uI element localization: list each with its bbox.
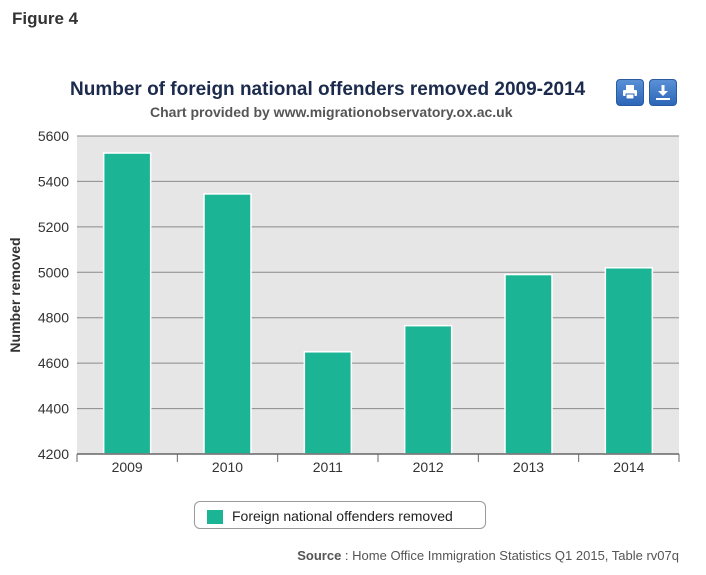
bar-2009[interactable] [102, 152, 152, 455]
y-axis-label: Number removed [7, 237, 23, 352]
y-tick-label: 4400 [38, 401, 69, 417]
download-icon [656, 85, 670, 100]
x-tick-label: 2011 [313, 459, 343, 475]
chart-title: Number of foreign national offenders rem… [70, 79, 586, 100]
source-text: Home Office Immigration Statistics Q1 20… [352, 548, 679, 563]
bar-2011[interactable] [303, 351, 353, 455]
legend-label: Foreign national offenders removed [232, 508, 453, 524]
y-tick-label: 5000 [38, 264, 69, 280]
bar-2012[interactable] [403, 324, 453, 455]
legend-swatch [207, 510, 223, 524]
y-tick-label: 5400 [38, 173, 69, 189]
source-line: Source : Home Office Immigration Statist… [297, 548, 679, 563]
y-tick-label: 4800 [38, 310, 69, 326]
x-tick-label: 2014 [613, 459, 644, 475]
x-tick-label: 2010 [212, 459, 243, 475]
plot-area [77, 136, 679, 454]
legend-item-foreign-national-offenders[interactable]: Foreign national offenders removed [194, 501, 486, 529]
x-tick-label: 2012 [413, 459, 444, 475]
x-tick-label: 2009 [112, 459, 143, 475]
y-tick-label: 5200 [38, 219, 69, 235]
y-tick-label: 4600 [38, 355, 69, 371]
print-icon [623, 85, 637, 100]
figure-label: Figure 4 [12, 9, 79, 28]
y-tick-label: 4200 [38, 446, 69, 462]
source-label: Source [297, 548, 342, 563]
bar-2014[interactable] [604, 266, 654, 455]
bar-2013[interactable] [504, 273, 553, 455]
y-tick-label: 5600 [38, 128, 69, 144]
bar-2010[interactable] [203, 193, 252, 455]
x-tick-label: 2013 [513, 459, 544, 475]
chart-subtitle: Chart provided by www.migrationobservato… [150, 104, 513, 120]
source-separator: : [341, 548, 353, 563]
print-button[interactable] [616, 79, 644, 106]
export-button[interactable] [649, 79, 677, 106]
